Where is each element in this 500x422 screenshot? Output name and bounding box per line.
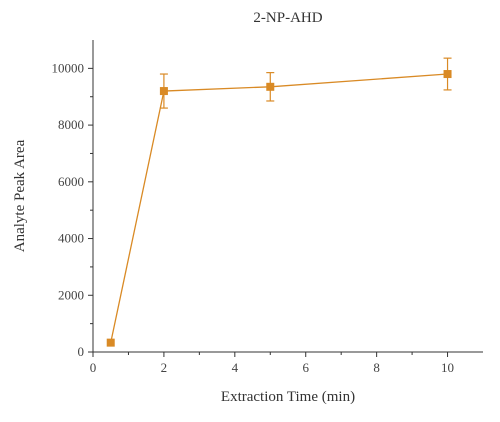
series-line <box>110 73 448 343</box>
x-tick-label: 2 <box>161 360 168 375</box>
y-tick-label: 4000 <box>58 231 84 246</box>
x-tick-label: 0 <box>90 360 97 375</box>
axes: 0 2 4 6 8 10 0 2000 4000 6000 8000 10000 <box>52 40 483 375</box>
y-tick-label: 8000 <box>58 117 84 132</box>
x-tick-label: 4 <box>232 360 239 375</box>
data-point <box>266 82 275 91</box>
chart-title: 2-NP-AHD <box>253 10 322 26</box>
data-point <box>443 70 452 79</box>
y-tick-label: 6000 <box>58 174 84 189</box>
y-tick-label: 0 <box>78 344 85 359</box>
y-tick-label: 10000 <box>52 60 85 75</box>
data-point <box>159 87 168 96</box>
y-tick-label: 2000 <box>58 287 84 302</box>
data-point <box>106 338 115 347</box>
x-tick-label: 10 <box>441 360 454 375</box>
x-tick-label: 8 <box>373 360 380 375</box>
x-tick-label: 6 <box>302 360 309 375</box>
y-axis-title: Analyte Peak Area <box>12 139 28 252</box>
x-axis-title: Extraction Time (min) <box>221 389 355 405</box>
plot-area <box>106 57 452 347</box>
